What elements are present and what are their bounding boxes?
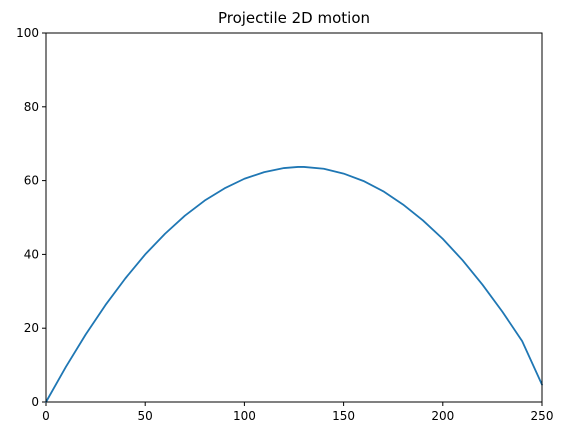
x-tick-label: 0	[42, 409, 50, 423]
trajectory-line	[45, 166, 543, 403]
plot-frame	[45, 32, 543, 403]
x-tick-label: 200	[431, 409, 454, 423]
x-axis-ticks: 0 50 100 150 200 250	[42, 402, 553, 423]
chart-title: Projectile 2D motion	[218, 9, 370, 27]
x-tick-label: 150	[332, 409, 355, 423]
y-tick-label: 100	[16, 26, 39, 40]
x-tick-label: 50	[138, 409, 153, 423]
x-tick-label: 100	[233, 409, 256, 423]
y-tick-label: 20	[24, 321, 39, 335]
y-tick-label: 60	[24, 174, 39, 188]
y-tick-label: 80	[24, 100, 39, 114]
y-tick-label: 40	[24, 247, 39, 261]
y-axis-ticks: 0 20 40 60 80 100	[16, 26, 46, 409]
plot-series	[45, 166, 543, 403]
y-tick-label: 0	[31, 395, 39, 409]
x-tick-label: 250	[531, 409, 554, 423]
